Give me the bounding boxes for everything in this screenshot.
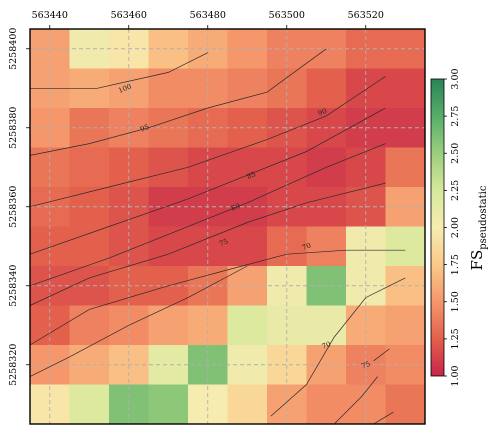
heatmap-cell xyxy=(30,29,70,69)
contour-label: 80 xyxy=(230,202,241,213)
contour-label: 70 xyxy=(301,241,312,252)
colorbar-tick-label: 1.50 xyxy=(450,291,461,312)
heatmap-cell xyxy=(385,384,426,425)
contour-line xyxy=(29,76,386,208)
heatmap-cell xyxy=(188,384,228,425)
heatmap-cell xyxy=(267,384,307,425)
x-tick-label: 563480 xyxy=(190,10,226,21)
heatmap-cell xyxy=(385,266,426,306)
heatmap-cell xyxy=(227,68,268,109)
plot-frame xyxy=(29,28,426,425)
heatmap-cell xyxy=(306,384,347,425)
heatmap-cell xyxy=(30,147,70,188)
heatmap-cell xyxy=(306,68,347,109)
heatmap-cell xyxy=(385,187,426,227)
heatmap-cell xyxy=(346,147,386,188)
heatmap-cell xyxy=(267,29,307,69)
contour-label: 75 xyxy=(218,237,229,248)
contour-line xyxy=(270,277,406,417)
contour-line xyxy=(333,376,378,425)
colorbar-tick-label: 2.75 xyxy=(450,106,461,127)
y-axis-ticks: 5258320 5258340 5258360 5258380 5258400 xyxy=(8,28,30,386)
colorbar-tick-label: 3.00 xyxy=(450,68,461,89)
contour-line xyxy=(29,265,248,377)
contour-label: 90 xyxy=(317,107,328,118)
heatmap-cell xyxy=(227,147,268,188)
heatmap-cell xyxy=(148,226,189,267)
contour-line xyxy=(29,182,386,306)
heatmap-cell xyxy=(69,147,110,188)
heatmap-cell xyxy=(148,305,189,346)
heatmap-cell xyxy=(267,266,307,306)
heatmap-cell xyxy=(227,384,268,425)
y-tick-label: 5258400 xyxy=(8,28,19,70)
colorbar-tick-label: 2.50 xyxy=(450,143,461,164)
y-tick-label: 5258320 xyxy=(8,344,19,386)
x-axis-ticks: 563440 563460 563480 563500 563520 xyxy=(32,10,384,29)
heatmap-cell xyxy=(148,29,189,69)
heatmap-cell xyxy=(306,226,347,267)
heatmap-cell xyxy=(148,147,189,188)
y-tick-label: 5258380 xyxy=(8,107,19,149)
heatmap-cell xyxy=(346,384,386,425)
heatmap-cell xyxy=(385,29,426,69)
colorbar-tick-label: 2.00 xyxy=(450,217,461,238)
heatmap-cell xyxy=(148,384,189,425)
heatmap-cell xyxy=(69,226,110,267)
heatmap-cell xyxy=(227,226,268,267)
colorbar-gradient xyxy=(431,79,444,376)
heatmap-cell xyxy=(148,108,189,148)
heatmap-cell xyxy=(30,384,70,425)
colorbar-tick-label: 1.00 xyxy=(450,365,461,386)
heatmap-cell xyxy=(30,266,70,306)
contour-line xyxy=(29,143,386,287)
heatmap-cell xyxy=(385,68,426,109)
contour-label: 75 xyxy=(360,360,371,371)
colorbar: 1.00 1.25 1.50 1.75 2.00 2.25 2.50 2.75 3.00 FSps… xyxy=(430,68,489,387)
contour-line xyxy=(373,411,394,425)
heatmap-cell xyxy=(148,187,189,227)
colorbar-tick-label: 1.25 xyxy=(450,328,461,349)
x-tick-label: 563520 xyxy=(348,10,384,21)
heatmap-cell xyxy=(109,384,149,425)
contour-line xyxy=(29,249,406,346)
contour-line xyxy=(373,348,390,362)
heatmap-cell xyxy=(385,108,426,148)
colorbar-tick-label: 1.75 xyxy=(450,254,461,275)
heatmap-cell xyxy=(385,345,426,385)
contour-label: 85 xyxy=(246,170,257,181)
heatmap-cell xyxy=(188,147,228,188)
contour-label: 95 xyxy=(139,123,150,134)
colorbar-tick-label: 2.25 xyxy=(450,180,461,201)
x-tick-label: 563500 xyxy=(269,10,305,21)
heatmap-cell xyxy=(69,384,110,425)
x-tick-label: 563460 xyxy=(111,10,147,21)
y-tick-label: 5258340 xyxy=(8,265,19,307)
y-tick-label: 5258360 xyxy=(8,186,19,228)
heatmap-cell xyxy=(385,226,426,267)
grid-lines xyxy=(30,29,425,424)
contour-line xyxy=(29,107,386,255)
contour-line xyxy=(29,48,327,156)
x-tick-label: 563440 xyxy=(32,10,68,21)
contour-line xyxy=(30,52,208,89)
heatmap-cell xyxy=(385,147,426,188)
heatmap-cell xyxy=(306,305,347,346)
heatmap-cell xyxy=(385,305,426,346)
contour-label: 70 xyxy=(321,340,332,351)
heatmap-cell xyxy=(227,305,268,346)
heatmap-cell xyxy=(148,68,189,109)
colorbar-label: FSpseudostatic xyxy=(468,185,489,270)
heatmap-cell xyxy=(148,345,189,385)
heatmap-cell xyxy=(69,305,110,346)
heatmap-cell xyxy=(109,147,149,188)
